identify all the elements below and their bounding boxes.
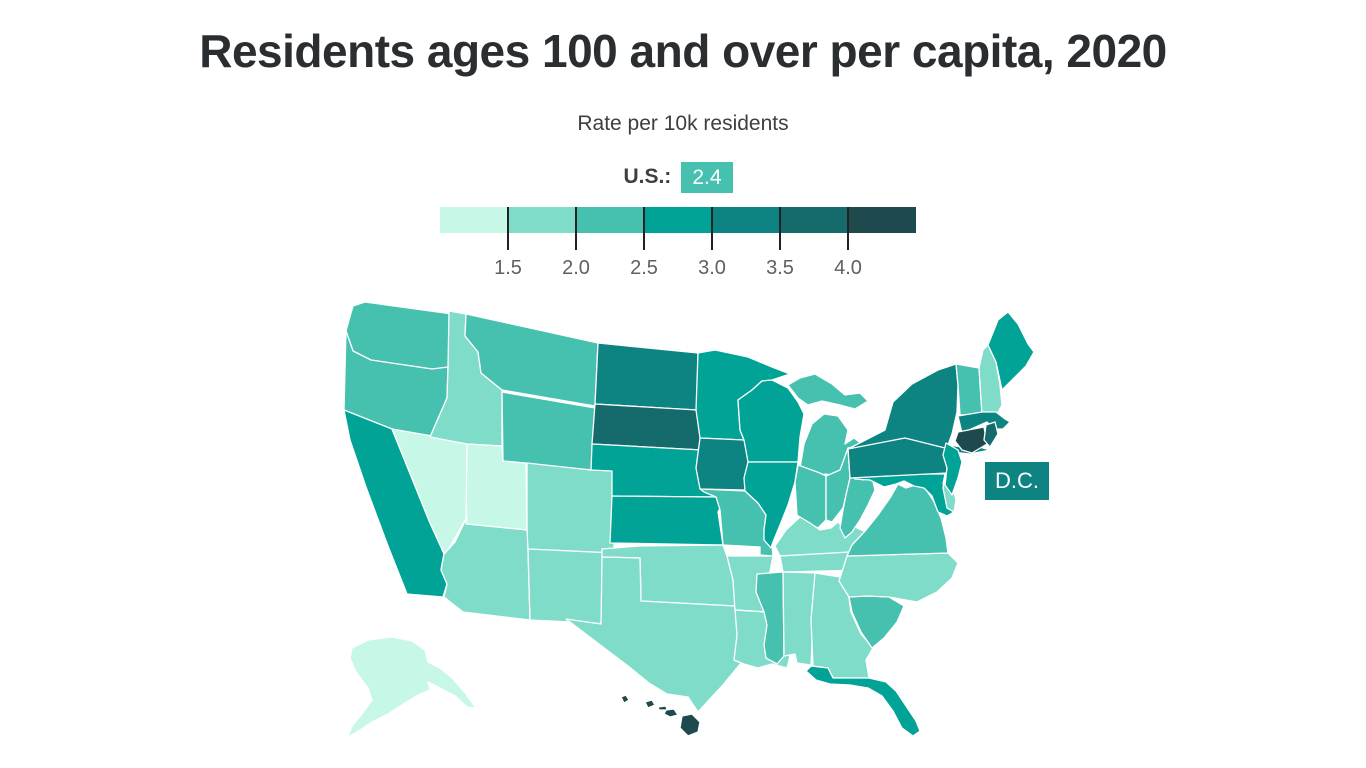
legend-tick-label: 2.5 [630,257,658,279]
legend-tick-label: 3.0 [698,257,726,279]
state-alaska[interactable] [347,636,477,738]
dc-label-badge: D.C. [985,462,1049,500]
legend-bin [576,207,644,233]
state-south-dakota[interactable] [591,403,703,451]
legend-tick-label: 2.0 [562,257,590,279]
legend-bar [440,207,916,233]
legend-tick-mark [643,207,645,250]
legend-bin [780,207,848,233]
legend-tick-mark [711,207,713,250]
us-average-row: U.S.: 2.4 [440,158,916,196]
state-north-dakota[interactable] [594,342,699,411]
state-arizona[interactable] [440,516,531,621]
legend-tick-label: 4.0 [834,257,862,279]
legend-tick-mark [847,207,849,250]
state-maine[interactable] [987,311,1035,391]
state-new-jersey[interactable] [942,442,963,496]
legend-bin [508,207,576,233]
state-kansas[interactable] [609,495,724,546]
state-georgia[interactable] [810,572,874,679]
us-value-badge: 2.4 [681,161,733,193]
legend-bin [848,207,916,233]
legend-tick-label: 1.5 [494,257,522,279]
state-vermont[interactable] [955,363,983,416]
state-wisconsin[interactable] [737,379,805,463]
state-hawaii[interactable] [620,694,701,737]
chart-subtitle: Rate per 10k residents [577,112,789,135]
state-illinois[interactable] [743,461,799,549]
state-colorado[interactable] [526,462,616,554]
state-texas[interactable] [565,556,757,713]
legend-tick-mark [507,207,509,250]
state-new-york[interactable] [847,363,991,455]
legend-tick-mark [779,207,781,250]
legend-tick-mark [575,207,577,250]
state-alabama[interactable] [782,571,816,666]
state-north-carolina[interactable] [838,552,959,603]
states-group [343,301,1035,738]
legend-bin [644,207,712,233]
legend-tick-label: 3.5 [766,257,794,279]
state-connecticut[interactable] [954,426,988,454]
legend-bin [712,207,780,233]
state-rhode-island[interactable] [983,421,999,448]
state-florida[interactable] [805,665,921,737]
page-title: Residents ages 100 and over per capita, … [199,25,1167,77]
legend-bin [440,207,508,233]
us-average-label: U.S.: [623,165,672,188]
color-scale-legend: 1.5 2.0 2.5 3.0 3.5 4.0 [440,207,916,287]
